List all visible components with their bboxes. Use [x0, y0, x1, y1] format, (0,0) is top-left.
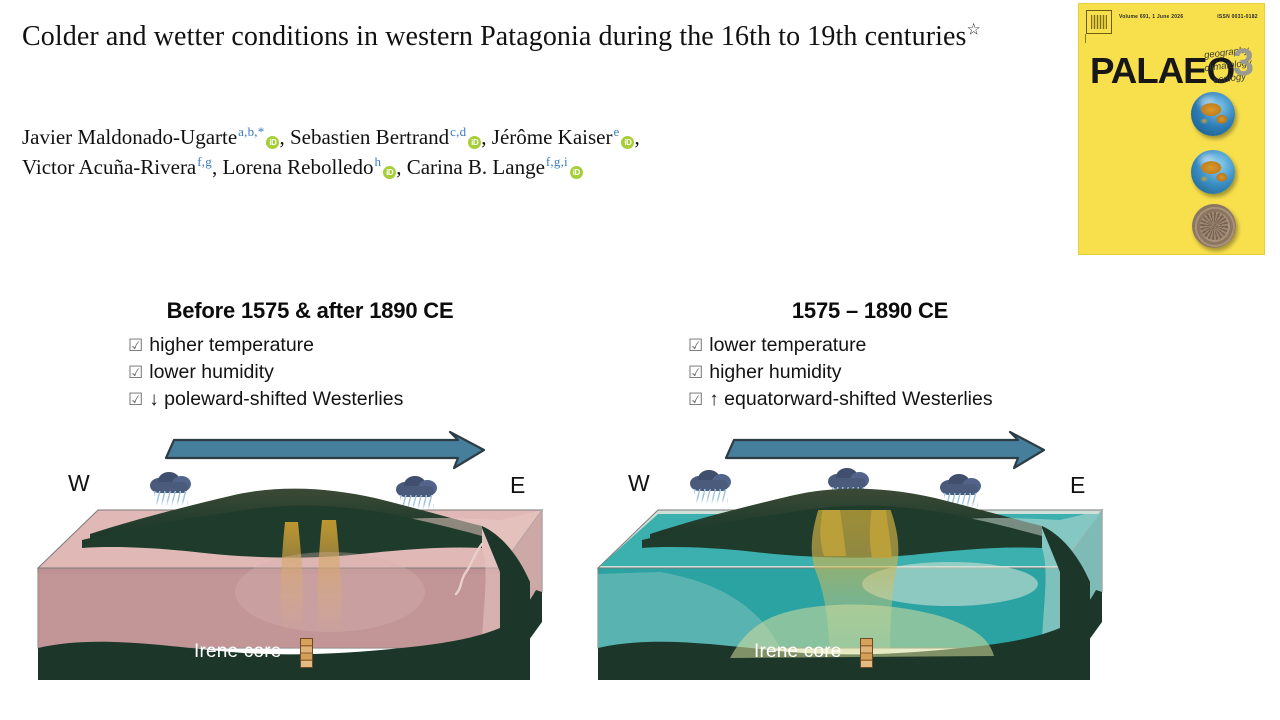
globe-africa-icon: [1191, 150, 1235, 194]
panel-bullet-list: ☑ higher temperature ☑ lower humidity ☑ ↓ p…: [30, 332, 590, 412]
east-label: E: [1070, 472, 1086, 499]
orcid-icon[interactable]: iD: [266, 136, 280, 149]
author-entry: Jérôme KaisereiD,: [491, 124, 640, 149]
bullet-text: poleward-shifted Westerlies: [164, 387, 404, 410]
trend-arrow-icon: ↑: [709, 388, 719, 410]
cover-divider: [1085, 34, 1086, 43]
sediment-core-tube-icon: [860, 638, 873, 669]
title-footnote-marker: ☆: [966, 21, 981, 39]
bullet-text: equatorward-shifted Westerlies: [724, 387, 993, 410]
trend-arrow-icon: ↓: [149, 388, 159, 410]
orcid-icon[interactable]: iD: [468, 136, 482, 149]
west-label: W: [628, 470, 650, 497]
elsevier-tree-logo-icon: [1086, 10, 1112, 34]
page-title: Colder and wetter conditions in western …: [22, 18, 1012, 56]
panel-title: Before 1575 & after 1890 CE: [166, 298, 454, 323]
author-affiliation-marks: f,g,i: [545, 154, 568, 170]
author-entry: Victor Acuña-Riveraf,g,: [22, 154, 223, 180]
list-item: ☑ lower humidity: [128, 359, 590, 386]
fjord-block-model: [596, 489, 1103, 681]
author-separator: ,: [211, 155, 223, 180]
block-diagram-before-after: W E Irene core: [30, 422, 550, 682]
sediment-core-tube-icon: [300, 638, 313, 669]
author-name: Jérôme Kaiser: [491, 125, 613, 149]
bullet-text: lower temperature: [709, 334, 867, 356]
west-label: W: [68, 470, 90, 497]
orcid-icon[interactable]: iD: [383, 166, 397, 180]
checkbox-checked-icon: ☑: [688, 362, 704, 382]
author-line-2: Victor Acuña-Riveraf,g, Lorena Rebolledo…: [22, 152, 922, 182]
globe-americas-icon: [1191, 92, 1235, 136]
list-item: ☑ ↑ equatorward-shifted Westerlies: [688, 386, 1150, 413]
rain-cloud-icon: [148, 468, 194, 507]
author-separator: ,: [396, 155, 407, 180]
block-diagram-lia: W E Irene core: [590, 422, 1110, 682]
author-affiliation-marks: h: [374, 154, 382, 170]
east-label: E: [510, 472, 526, 499]
orcid-icon[interactable]: iD: [569, 166, 583, 180]
author-name: Javier Maldonado-Ugarte: [22, 125, 238, 149]
author-separator: ,: [634, 125, 640, 149]
author-entry: Sebastien Bertrandc,diD,: [289, 124, 492, 149]
checkbox-checked-icon: ☑: [688, 336, 704, 355]
author-name: Victor Acuña-Rivera: [22, 155, 197, 180]
cover-issue-number: 3: [1232, 42, 1254, 84]
checkbox-checked-icon: ☑: [688, 389, 704, 409]
author-name: Carina B. Lange: [406, 155, 545, 180]
bullet-text: lower humidity: [149, 360, 274, 383]
checkbox-checked-icon: ☑: [128, 389, 144, 409]
westerly-wind-arrow-icon: [724, 431, 1046, 470]
author-name: Lorena Rebolledo: [222, 155, 374, 180]
list-item: ☑ ↓ poleward-shifted Westerlies: [128, 386, 590, 413]
author-entry: Lorena RebolledohiD,: [222, 154, 407, 180]
cover-journal-title: PALAEO: [1090, 50, 1235, 91]
journal-cover-thumbnail[interactable]: Volume 691, 1 June 2026 ISSN 0031-0182 P…: [1079, 4, 1264, 254]
panel-before-after: Before 1575 & after 1890 CE ☑ higher temp…: [30, 298, 590, 698]
checkbox-checked-icon: ☑: [128, 362, 144, 382]
fjord-block-model: [36, 489, 543, 681]
panel-lia: 1575 – 1890 CE ☑ lower temperature ☑ highe…: [590, 298, 1150, 698]
cover-volume-text: Volume 691, 1 June 2026: [1119, 13, 1184, 19]
tree-glyph: [1091, 15, 1107, 29]
core-label: Irene core: [194, 641, 282, 663]
cover-issn-text: ISSN 0031-0182: [1217, 13, 1258, 19]
author-affiliation-marks: e: [613, 124, 620, 139]
author-name: Sebastien Bertrand: [289, 125, 450, 149]
orcid-icon[interactable]: iD: [621, 136, 635, 149]
bullet-text: higher temperature: [149, 334, 315, 356]
author-line-1: Javier Maldonado-Ugartea,b,*iD, Sebastie…: [22, 122, 922, 152]
core-label: Irene core: [754, 641, 842, 663]
author-affiliation-marks: c,d: [450, 124, 467, 139]
title-text: Colder and wetter conditions in western …: [22, 21, 967, 52]
list-item: ☑ lower temperature: [688, 332, 1150, 359]
list-item: ☑ higher humidity: [688, 359, 1150, 386]
list-item: ☑ higher temperature: [128, 332, 590, 359]
checkbox-checked-icon: ☑: [128, 336, 144, 355]
author-affiliation-marks: f,g: [197, 154, 212, 170]
panel-title: 1575 – 1890 CE: [791, 298, 949, 323]
author-separator: ,: [481, 125, 492, 149]
bullet-text: higher humidity: [709, 360, 842, 383]
author-list: Javier Maldonado-Ugartea,b,*iD, Sebastie…: [22, 122, 922, 183]
author-entry: Javier Maldonado-Ugartea,b,*iD,: [22, 124, 290, 149]
author-affiliation-marks: a,b,*: [238, 124, 265, 139]
author-entry: Carina B. Langef,g,iiD: [406, 154, 583, 180]
panel-bullet-list: ☑ lower temperature ☑ higher humidity ☑ ↑ e…: [590, 332, 1150, 412]
ammonite-fossil-icon: [1192, 204, 1236, 248]
rain-cloud-icon: [394, 472, 440, 511]
westerly-wind-arrow-icon: [164, 431, 486, 470]
rain-cloud-icon: [688, 466, 734, 505]
author-separator: ,: [279, 125, 290, 149]
cover-header-bar: Volume 691, 1 June 2026 ISSN 0031-0182: [1079, 4, 1264, 34]
